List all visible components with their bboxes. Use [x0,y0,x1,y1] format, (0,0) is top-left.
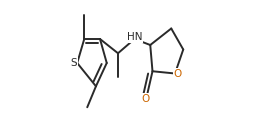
Text: S: S [70,58,77,68]
Text: O: O [142,94,150,104]
Text: O: O [174,69,182,79]
Text: HN: HN [127,32,142,42]
